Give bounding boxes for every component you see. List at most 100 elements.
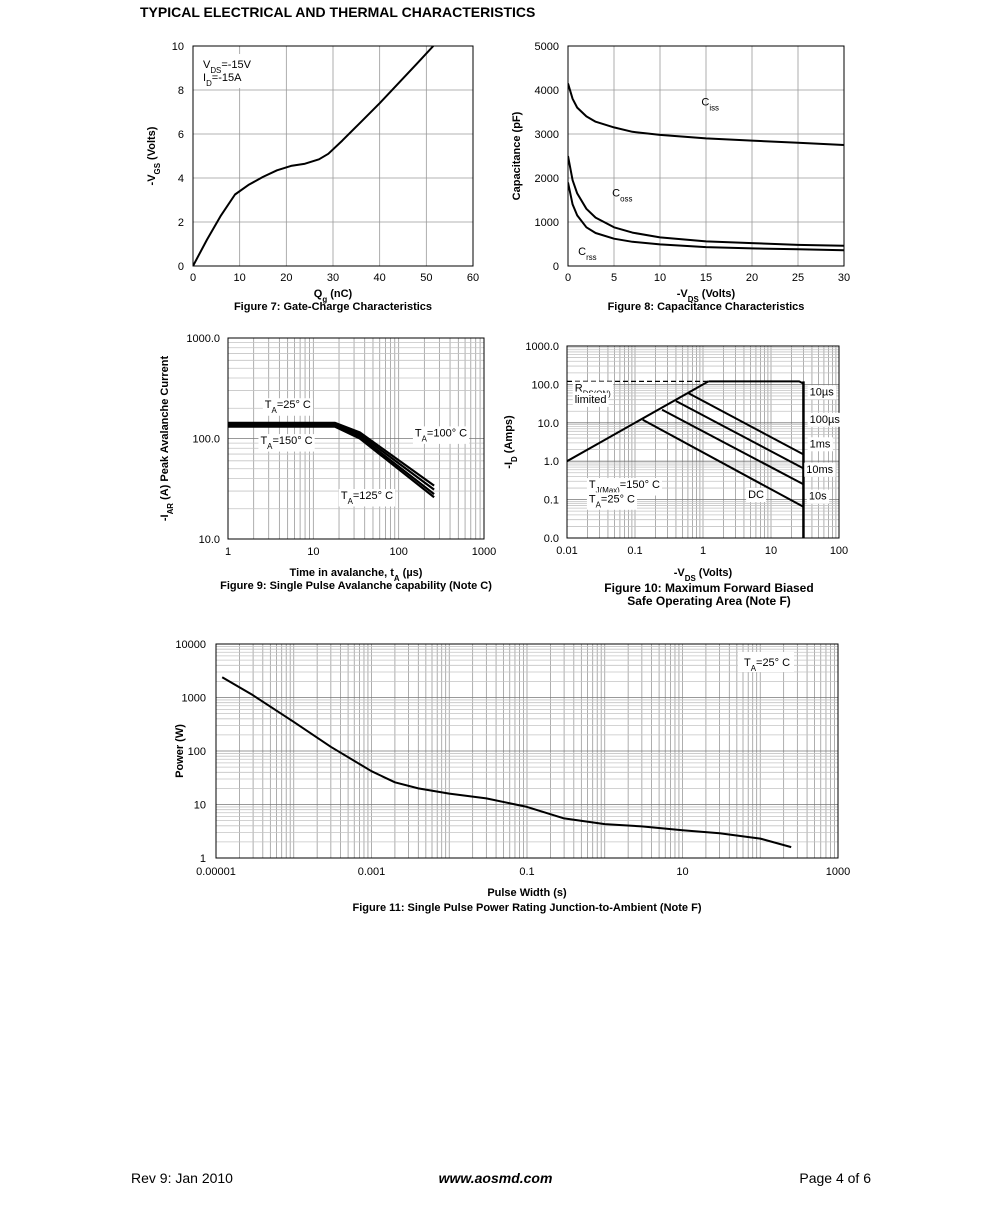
fig10-annotation-bg <box>804 462 836 477</box>
fig8-y-tick-label: 3000 <box>535 129 559 141</box>
fig9-annotation: TA=150° C <box>260 435 312 451</box>
fig7-legend-bg <box>197 54 277 88</box>
fig10-annotation: 10ms <box>806 464 833 476</box>
fig10-caption-line: Figure 10: Maximum Forward Biased <box>604 581 813 595</box>
fig11-y-tick-label: 10 <box>194 800 206 812</box>
fig7-x-tick-label: 40 <box>374 272 386 284</box>
fig11-x-tick-label: 0.00001 <box>196 866 236 878</box>
fig10-x-axis-label: -VDS (Volts) <box>674 567 733 583</box>
fig10-annotation: DC <box>748 489 764 501</box>
fig8-chart: 0 5 10 15 20 25 30 0 1000 2000 3000 4000 5000 -VDS (V… <box>511 41 850 313</box>
fig11-x-tick-label: 10 <box>676 866 688 878</box>
fig10-y-tick-label: 1.0 <box>544 456 559 468</box>
fig11-chart: 0.00001 0.001 0.1 10 1000 1 10 100 1000 10000 Puls… <box>174 639 850 914</box>
fig9-series-line <box>228 424 435 495</box>
fig9-y-axis-label: -IAR (A) Peak Avalanche Current <box>159 356 175 522</box>
fig8-x-tick-label: 25 <box>792 272 804 284</box>
fig11-frame <box>215 643 839 859</box>
fig9-annotation-bg <box>262 398 313 416</box>
fig10-y-tick-label: 10.0 <box>538 418 559 430</box>
fig7-x-axis-label: Qg (nC) <box>314 288 353 304</box>
fig7-y-axis-label: -VGS (Volts) <box>146 126 162 185</box>
fig7-x-tick-label: 50 <box>420 272 432 284</box>
fig11-y-tick-label: 1000 <box>182 693 206 705</box>
fig9-frame <box>227 337 485 540</box>
fig9-caption: Figure 9: Single Pulse Avalanche capabil… <box>220 580 492 592</box>
fig7-chart: 0 10 20 30 40 50 60 0 2 4 6 8 10 Qg (nC) -VGS (Volts) F… <box>146 41 479 313</box>
page-title: TYPICAL ELECTRICAL AND THERMAL CHARACTER… <box>140 4 536 20</box>
fig10-annotation: 10s <box>809 491 827 503</box>
fig10-series-line <box>675 400 804 470</box>
fig8-grid <box>567 45 845 267</box>
fig8-series-label: Coss <box>612 187 632 203</box>
fig11-legend-bg <box>738 652 794 672</box>
fig9-x-tick-label: 1000 <box>472 546 496 558</box>
fig10-x-tick-label: 100 <box>830 545 848 557</box>
fig7-x-tick-label: 20 <box>280 272 292 284</box>
fig8-series-label: Ciss <box>701 96 719 112</box>
fig11-legend-entry: TA=25° C <box>744 657 790 673</box>
fig10-annotation: TJ(Max)=150° C <box>589 479 660 495</box>
fig9-x-tick-label: 1 <box>225 546 231 558</box>
fig7-series-line <box>193 46 435 266</box>
fig8-y-tick-label: 1000 <box>535 217 559 229</box>
fig10-series-line <box>642 418 804 508</box>
fig10-x-tick-label: 1 <box>700 545 706 557</box>
fig10-annotation-bg <box>586 478 663 496</box>
fig9-annotation: TA=25° C <box>265 399 311 415</box>
fig7-x-tick-label: 10 <box>234 272 246 284</box>
fig11-x-axis-label: Pulse Width (s) <box>487 887 567 899</box>
fig10-annotation-bg <box>572 392 609 407</box>
fig8-series-line <box>568 182 844 252</box>
fig7-y-tick-label: 6 <box>178 129 184 141</box>
fig10-y-tick-label: 0.0 <box>544 533 559 545</box>
fig10-y-tick-label: 0.1 <box>544 495 559 507</box>
fig7-y-tick-label: 2 <box>178 217 184 229</box>
footer-revision: Rev 9: Jan 2010 <box>131 1170 233 1186</box>
fig10-annotation-bg <box>807 412 843 427</box>
fig10-annotation-bg <box>807 385 837 400</box>
fig9-annotation: TA=100° C <box>415 427 467 443</box>
fig10-annotation: 1ms <box>810 438 831 450</box>
fig10-annotation-bg <box>586 492 638 510</box>
fig9-series-line <box>228 423 435 491</box>
fig11-x-tick-label: 1000 <box>826 866 850 878</box>
fig10-x-tick-label: 0.1 <box>627 545 642 557</box>
fig7-legend-entry: VDS=-15V <box>203 59 252 75</box>
fig8-y-tick-label: 5000 <box>535 41 559 53</box>
fig7-y-tick-label: 8 <box>178 85 184 97</box>
fig10-annotation: 10µs <box>810 386 835 398</box>
fig11-series-line <box>221 676 792 849</box>
fig8-series-line <box>568 83 844 146</box>
fig9-annotation: TA=125° C <box>341 490 393 506</box>
fig9-y-tick-label: 1000.0 <box>186 333 220 345</box>
fig10-series-line <box>567 380 709 463</box>
fig10-annotation: limited <box>575 394 607 406</box>
fig8-x-tick-label: 20 <box>746 272 758 284</box>
fig10-series-line <box>708 380 804 385</box>
fig11-y-tick-label: 100 <box>188 746 206 758</box>
fig7-x-tick-label: 60 <box>467 272 479 284</box>
fig8-y-tick-label: 4000 <box>535 85 559 97</box>
fig8-y-tick-label: 0 <box>553 261 559 273</box>
fig11-y-tick-label: 10000 <box>175 639 206 651</box>
fig11-y-tick-label: 1 <box>200 853 206 865</box>
fig8-y-axis-label: Capacitance (pF) <box>511 111 523 200</box>
fig10-series-line <box>661 408 804 486</box>
fig10-annotation-bg <box>746 488 767 503</box>
fig10-x-tick-label: 0.01 <box>556 545 577 557</box>
fig10-caption-line: Safe Operating Area (Note F) <box>627 594 791 608</box>
fig11-caption: Figure 11: Single Pulse Power Rating Jun… <box>353 902 702 914</box>
fig8-x-tick-label: 15 <box>700 272 712 284</box>
fig10-annotation-bg <box>807 437 833 452</box>
fig8-x-tick-label: 0 <box>565 272 571 284</box>
fig9-annotation-bg <box>338 489 396 507</box>
fig9-x-tick-label: 10 <box>307 546 319 558</box>
fig8-x-axis-label: -VDS (Volts) <box>677 288 736 304</box>
footer-website: www.aosmd.com <box>438 1170 553 1186</box>
fig9-chart: 1 10 100 1000 10.0 100.0 1000.0 Time in avalanc… <box>159 333 496 592</box>
fig7-caption: Figure 7: Gate-Charge Characteristics <box>234 301 432 313</box>
fig10-y-axis-label: -ID (Amps) <box>503 415 519 469</box>
fig8-caption: Figure 8: Capacitance Characteristics <box>608 301 805 313</box>
